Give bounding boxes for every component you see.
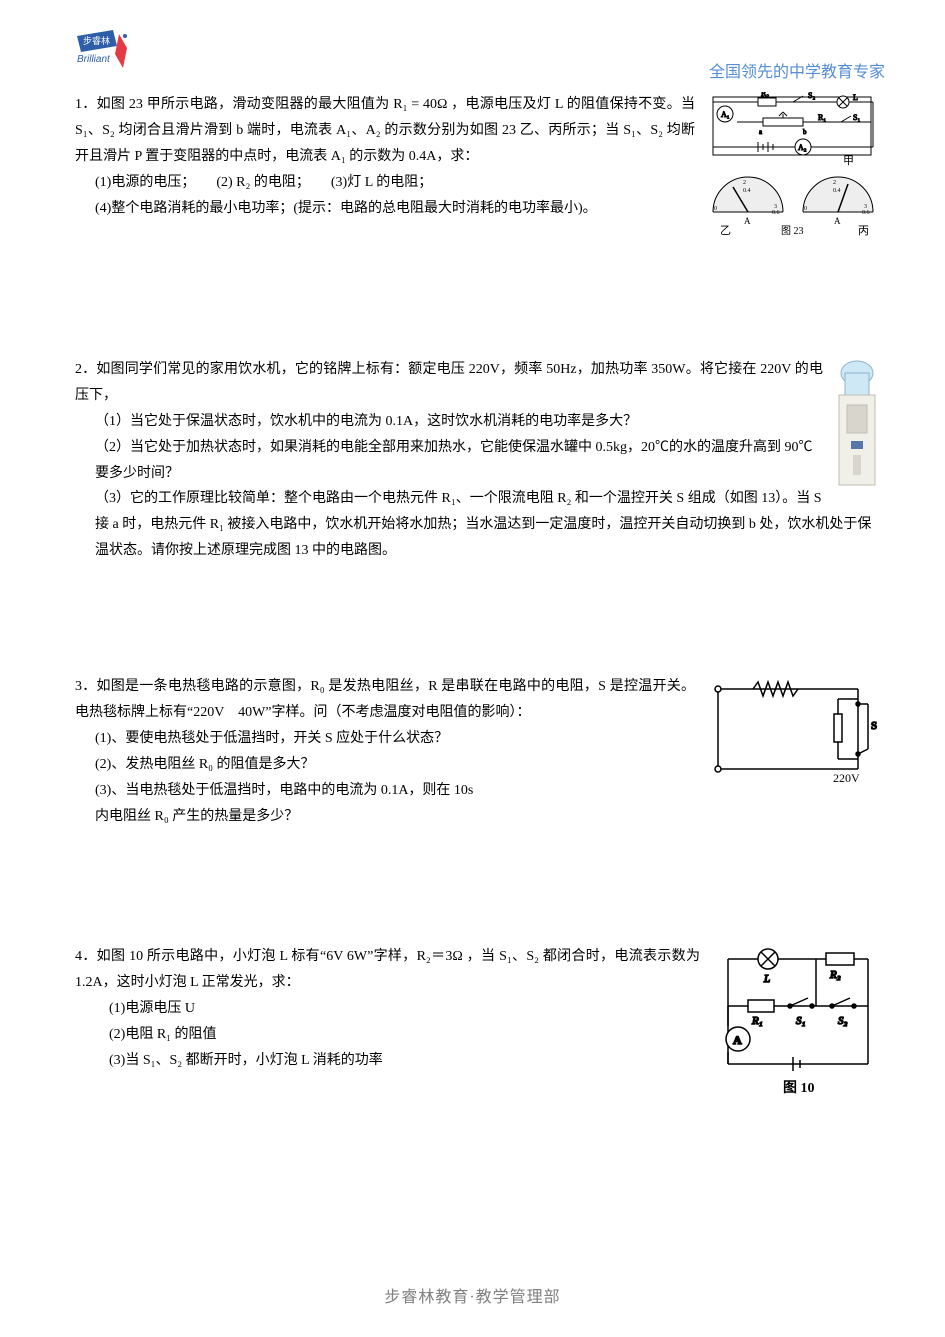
- svg-text:0.4: 0.4: [743, 188, 751, 194]
- svg-text:0: 0: [714, 206, 717, 212]
- main-content: R₂ S₂ L A₁ a b: [0, 80, 945, 1099]
- svg-text:L: L: [853, 93, 858, 102]
- svg-text:S₁: S₁: [796, 1015, 806, 1027]
- fig1-label-main: 图 23: [781, 225, 804, 237]
- svg-text:b: b: [803, 128, 807, 136]
- page-footer: 步睿林教育·教学管理部: [0, 1283, 945, 1307]
- brand-logo: 步睿林 Brilliant: [75, 28, 135, 76]
- fig1-label-c: 丙: [858, 225, 869, 237]
- tagline: 全国领先的中学教育专家: [709, 58, 885, 82]
- problem-2-sub-1: （1）当它处于保温状态时，饮水机中的电流为 0.1A，这时饮水机消耗的电功率是多…: [75, 409, 883, 435]
- svg-text:R₁: R₁: [818, 113, 826, 122]
- logo-text-cn: 步睿林: [83, 35, 110, 46]
- problem-3-sub-4: 内电阻丝 R₀ 产生的热量是多少？: [75, 804, 883, 830]
- svg-text:0.4: 0.4: [833, 188, 841, 194]
- svg-text:A₁: A₁: [721, 110, 730, 119]
- fig1-label-b: 乙: [720, 224, 731, 237]
- problem-2-sub-3: （3）它的工作原理比较简单：整个电路由一个电热元件 R₁、一个限流电阻 R₂ 和…: [75, 486, 883, 564]
- problem-2: 2．如图同学们常见的家用饮水机，它的铭牌上标有：额定电压 220V，频率 50H…: [75, 357, 883, 564]
- svg-text:2: 2: [833, 180, 836, 186]
- fig1-label-a: 甲: [843, 155, 854, 167]
- problem-2-stem: 2．如图同学们常见的家用饮水机，它的铭牌上标有：额定电压 220V，频率 50H…: [75, 357, 883, 409]
- problem-4: L R₂ R₁ S₁ S₂: [75, 944, 883, 1099]
- problem-3: S 220V 3．如图是一条电热毯电路的示意图，R₀ 是发热电阻丝，R 是串联在…: [75, 674, 883, 829]
- figure-2: [831, 357, 883, 497]
- svg-text:R₂: R₂: [829, 969, 841, 981]
- page-header: 步睿林 Brilliant 全国领先的中学教育专家: [0, 0, 945, 80]
- svg-text:A: A: [733, 1033, 742, 1047]
- figure-4: L R₂ R₁ S₁ S₂: [708, 944, 883, 1099]
- problem-2-sub-2: （2）当它处于加热状态时，如果消耗的电能全部用来加热水，它能使保温水罐中 0.5…: [75, 435, 883, 487]
- svg-text:S₁: S₁: [853, 113, 860, 122]
- svg-text:L: L: [763, 973, 770, 985]
- svg-text:0.6: 0.6: [862, 210, 870, 216]
- svg-text:R₂: R₂: [761, 92, 769, 98]
- svg-text:S₂: S₂: [808, 92, 815, 100]
- svg-text:A: A: [834, 216, 841, 226]
- fig3-voltage: 220V: [833, 771, 860, 785]
- svg-text:R₁: R₁: [751, 1015, 763, 1027]
- figure-3: S 220V: [703, 674, 883, 789]
- svg-text:S: S: [871, 720, 877, 732]
- svg-text:S₂: S₂: [838, 1015, 848, 1027]
- figure-1: R₂ S₂ L A₁ a b: [703, 92, 883, 237]
- svg-text:2: 2: [743, 180, 746, 186]
- fig4-label: 图 10: [783, 1080, 815, 1096]
- logo-text-en: Brilliant: [77, 54, 111, 65]
- svg-text:A₂: A₂: [798, 143, 807, 152]
- svg-text:0.6: 0.6: [772, 210, 780, 216]
- svg-text:A: A: [744, 216, 751, 226]
- svg-text:a: a: [759, 128, 763, 136]
- svg-text:0: 0: [804, 206, 807, 212]
- problem-1: R₂ S₂ L A₁ a b: [75, 92, 883, 237]
